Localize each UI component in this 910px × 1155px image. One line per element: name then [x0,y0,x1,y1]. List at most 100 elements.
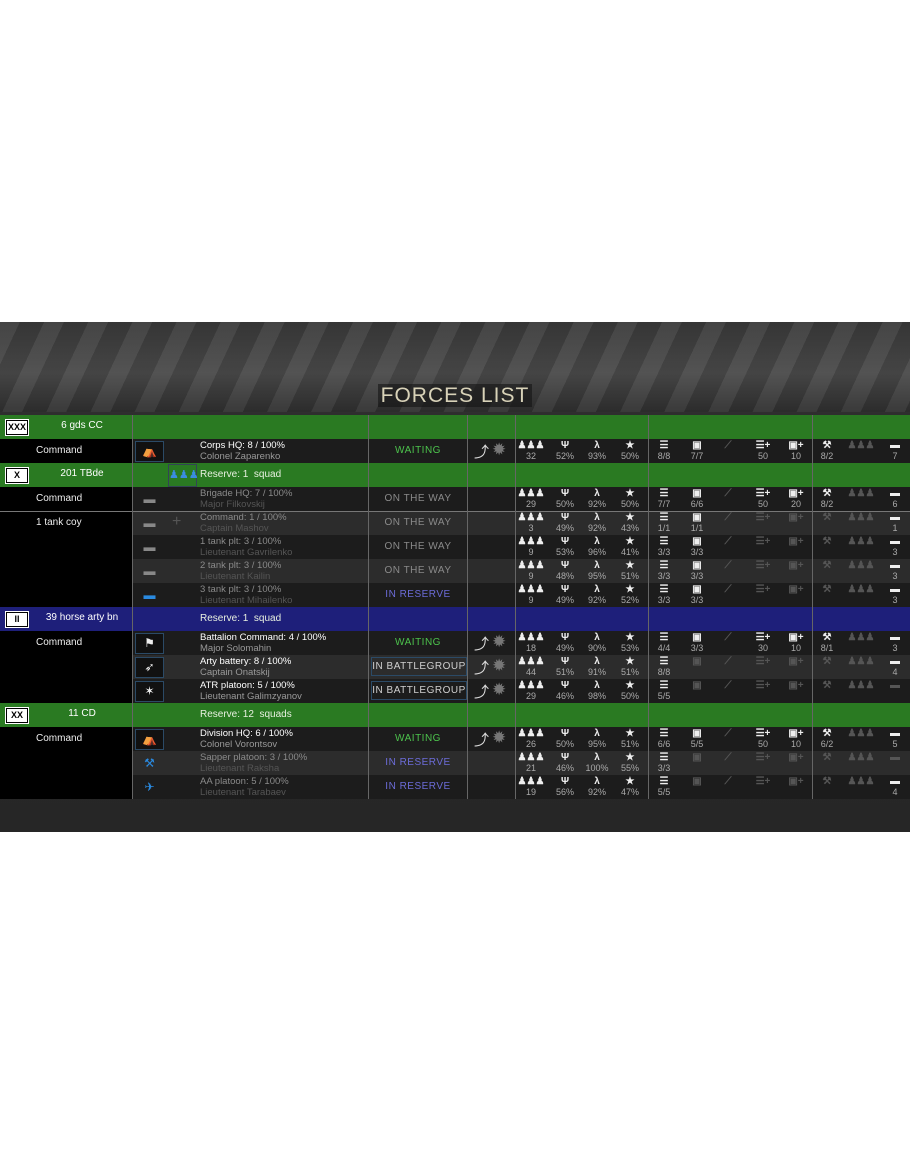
tank-icon[interactable]: ▬ [143,564,156,578]
stat-value: 52% [620,595,639,605]
unit-row[interactable]: ✈ AA platoon: 5 / 100% Lieutenant Tarabaev… [0,775,910,799]
stat-cell: ♟♟♟ [844,535,878,547]
ammo-list-icon: ☰ [659,488,669,499]
aa-gun-icon[interactable]: ✈ [144,780,155,794]
group-cell [0,751,132,775]
unit-row[interactable]: Command ⛺ Corps HQ: 8 / 100% Colonel Zapare… [0,439,910,463]
tank-icon[interactable]: ▬ [143,516,156,530]
status-label[interactable]: IN BATTLEGROUP [371,657,467,676]
stat-cell: λ 92% [580,775,614,798]
hq-tent-icon[interactable]: ⛺ [135,729,164,750]
fuel-supply-icon: ▣+ [788,632,804,643]
artillery-support-icon[interactable]: ✹ [492,656,507,675]
weapon-icon: ⟋ [724,752,732,763]
men-icon: ♟♟♟ [517,680,545,691]
men-icon: ♟♟♟ [517,440,545,451]
unit-row[interactable]: ✶ ATR platoon: 5 / 100% Lieutenant Galimzy… [0,679,910,703]
stat-cell: ☰+ [746,535,780,547]
unit-row[interactable]: ▬ 2 tank plt: 3 / 100% Lieutenant Kailin ON… [0,559,910,583]
group-header-row[interactable]: XX 11 CD Reserve: 12 squads [0,703,910,727]
fuel-can-icon: ▣ [692,584,702,595]
group-header-row[interactable]: II 39 horse arty bn Reserve: 1 squad [0,607,910,631]
stat-cell: ▣+ [779,775,813,787]
truck-icon: ▬ [890,752,900,763]
group-cell: Command [0,631,132,655]
tools-icon: ⚒ [822,728,832,739]
deploy-arrow-icon[interactable]: ⤴ [474,684,490,701]
men-icon: ♟♟♟ [517,536,545,547]
experience-star-icon: ★ [625,656,635,667]
men-icon: ♟♟♟ [517,656,545,667]
unit-row[interactable]: Command ▬ Brigade HQ: 7 / 100% Major Filkov… [0,487,910,511]
reserve-squad-icon[interactable]: ♟♟♟ [168,464,199,487]
stat-value: 20 [790,499,801,509]
status-label: ON THE WAY [384,565,452,576]
artillery-gun-icon[interactable]: ➶ [135,657,164,678]
stat-cell: ⟋ [711,751,745,763]
stat-cell: ★ 41% [613,535,647,558]
status-label[interactable]: IN BATTLEGROUP [371,681,467,700]
unit-row[interactable]: 1 tank coy ▬ + Command: 1 / 100% Captain Mas… [0,511,910,535]
unit-row[interactable]: Command ⚑ Battalion Command: 4 / 100% Major… [0,631,910,655]
ammo-supply-icon: ☰+ [755,512,771,523]
stat-value: 7 [892,451,898,461]
experience-star-icon: ★ [625,440,635,451]
deploy-arrow-icon[interactable]: ⤴ [474,636,490,653]
stat-cell: ⚒ [810,679,844,691]
fuel-supply-icon: ▣+ [788,728,804,739]
deploy-arrow-icon[interactable]: ⤴ [474,732,490,749]
stat-cell: ▬ 5 [878,727,910,750]
fuel-can-icon: ▣ [692,560,702,571]
group-header-row[interactable]: XXX 6 gds CC [0,415,910,439]
artillery-support-icon[interactable]: ✹ [492,440,507,459]
artillery-support-icon[interactable]: ✹ [492,632,507,651]
stat-value: 51% [620,739,639,749]
truck-icon: ▬ [890,584,900,595]
sapper-icon[interactable]: ⚒ [144,756,155,770]
anti-tank-rifle-icon[interactable]: ✶ [135,681,164,702]
morale-icon: Ψ [560,776,570,787]
group-header-row[interactable]: X 201 TBde ♟♟♟ Reserve: 1 squad [0,463,910,487]
stat-cell: ★ 53% [613,631,647,654]
experience-star-icon: ★ [625,776,635,787]
deploy-arrow-icon[interactable]: ⤴ [474,660,490,677]
stat-cell: ▣ 5/5 [680,727,714,750]
unit-row[interactable]: Command ⛺ Division HQ: 6 / 100% Colonel Vor… [0,727,910,751]
stat-cell: ▣ 6/6 [680,487,714,510]
stat-value: 10 [790,739,801,749]
stat-value: 29 [525,691,536,701]
unit-row[interactable]: ▬ 1 tank plt: 3 / 100% Lieutenant Gavrilen… [0,535,910,559]
tank-icon[interactable]: ▬ [143,588,156,602]
artillery-support-icon[interactable]: ✹ [492,728,507,747]
forces-table: XXX 6 gds CC Command ⛺ Corps HQ: 8 / 100% Col… [0,415,910,799]
ammo-list-icon: ☰ [659,656,669,667]
deploy-arrow-icon[interactable]: ⤴ [474,444,490,461]
stat-value: 10 [790,451,801,461]
tools-icon: ⚒ [822,488,832,499]
experience-star-icon: ★ [625,488,635,499]
experience-star-icon: ★ [625,632,635,643]
stat-cell: ★ 50% [613,679,647,702]
artillery-support-icon[interactable]: ✹ [492,680,507,699]
unit-row[interactable]: ➶ Arty battery: 8 / 100% Captain Onatskij I… [0,655,910,679]
hq-tent-icon[interactable]: ⛺ [135,441,164,462]
stat-cell: ♟♟♟ 18 [514,631,548,654]
men-icon: ♟♟♟ [517,752,545,763]
add-icon[interactable]: + [172,513,182,530]
unit-row[interactable]: ▬ 3 tank plt: 3 / 100% Lieutenant Mihailen… [0,583,910,607]
stat-cell: ☰ 3/3 [647,751,681,774]
unit-name: Brigade HQ: 7 / 100% [200,488,293,499]
stat-cell: ▣ 1/1 [680,511,714,534]
stat-cell: ★ 43% [613,511,647,534]
ammo-list-icon: ☰ [659,680,669,691]
command-flag-icon[interactable]: ⚑ [135,633,164,654]
tank-icon[interactable]: ▬ [143,492,156,506]
experience-star-icon: ★ [625,752,635,763]
ammo-supply-icon: ☰+ [755,560,771,571]
status-label: WAITING [395,733,441,744]
stat-value: 6/2 [820,739,834,749]
tank-icon[interactable]: ▬ [143,540,156,554]
group-cell: XX 11 CD [0,703,132,727]
fuel-can-icon: ▣ [692,632,702,643]
unit-row[interactable]: ⚒ Sapper platoon: 3 / 100% Lieutenant Raks… [0,751,910,775]
